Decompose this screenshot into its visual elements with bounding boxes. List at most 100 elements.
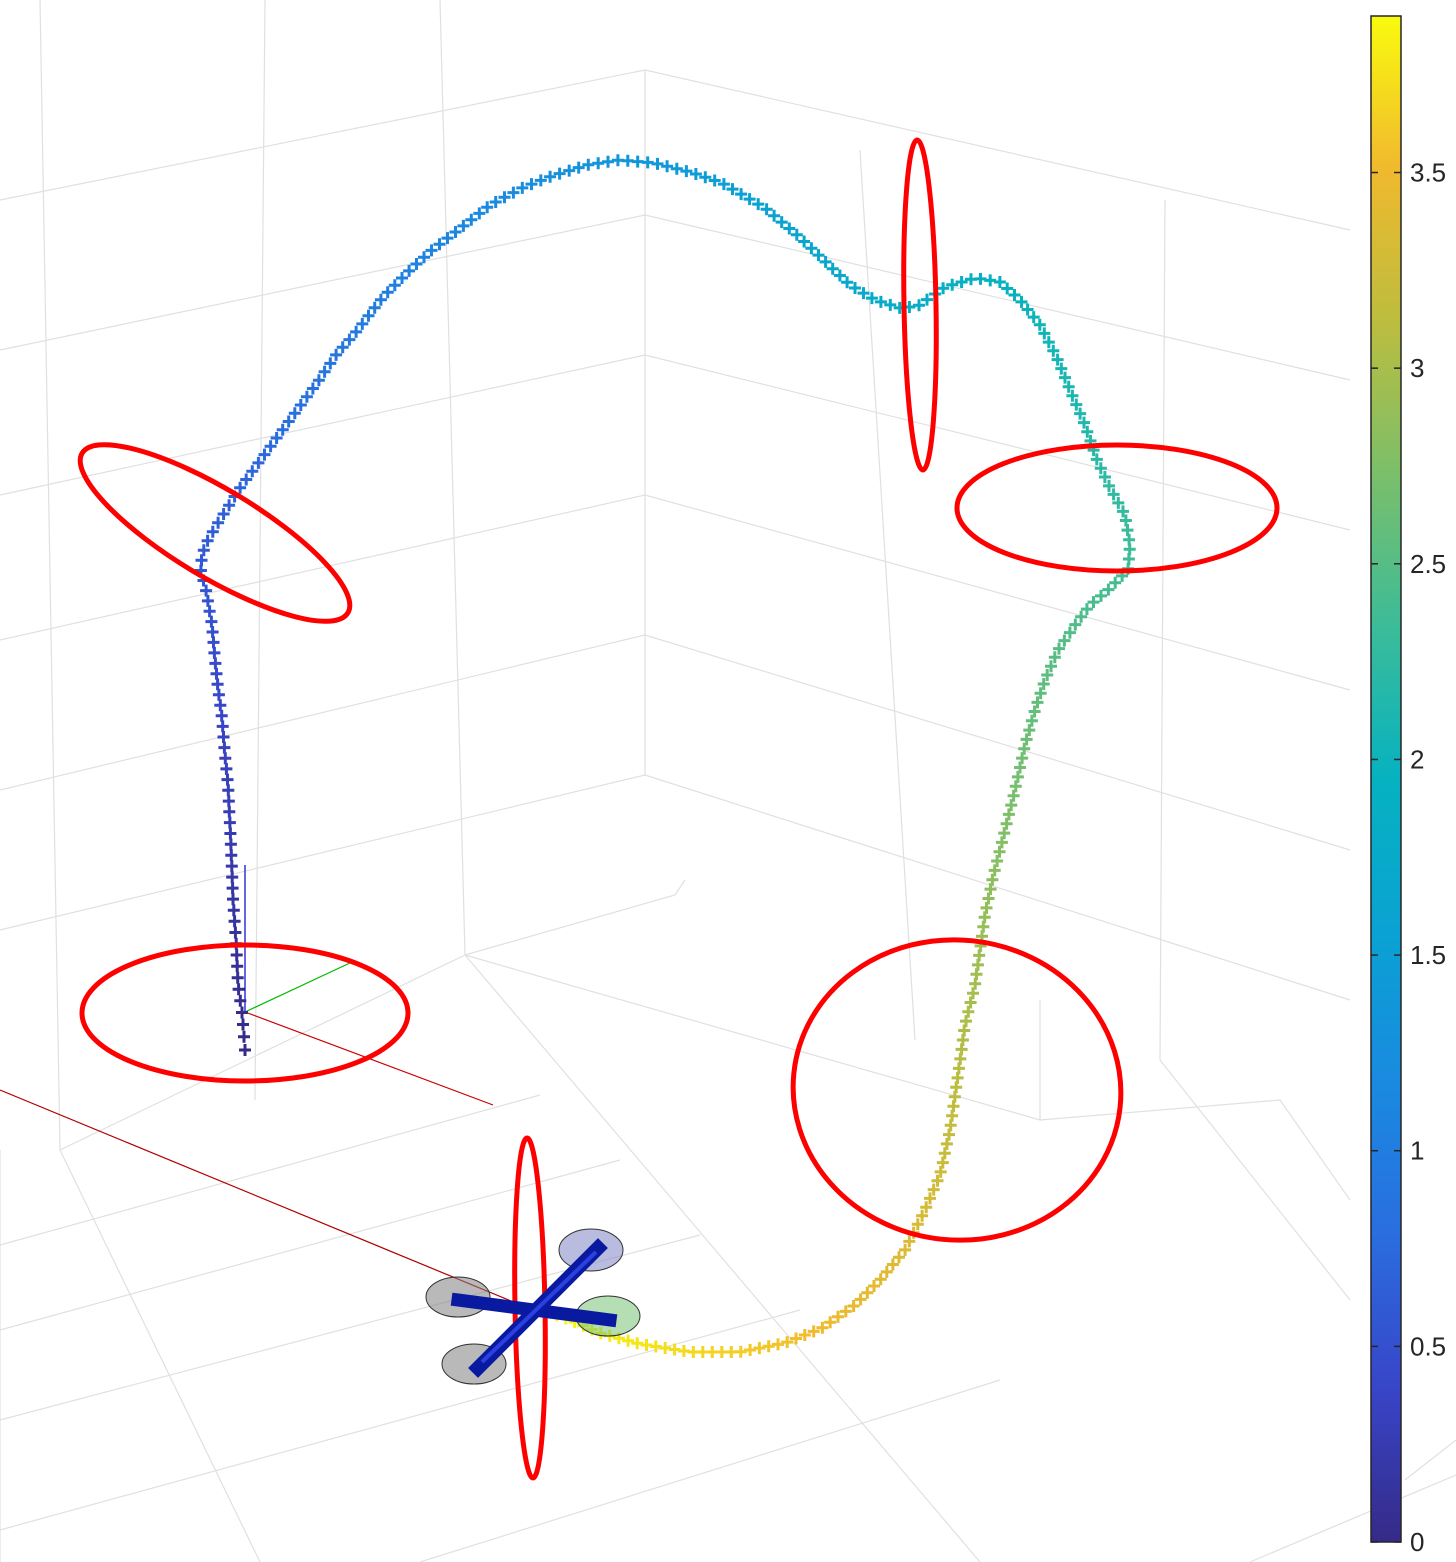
- trajectory-marker: [206, 525, 219, 538]
- trajectory-marker: [781, 1336, 794, 1349]
- trajectory-marker: [916, 1209, 929, 1222]
- gate-1: [79, 942, 411, 1084]
- trajectory-marker: [1025, 714, 1038, 727]
- trajectory-marker: [768, 209, 781, 222]
- trajectory-marker: [708, 174, 721, 187]
- trajectory-marker: [670, 162, 683, 175]
- trajectory-marker: [874, 295, 887, 308]
- trajectory-marker: [798, 235, 811, 248]
- colorbar-tick-label: 0: [1410, 1527, 1424, 1557]
- trajectory-marker: [812, 249, 825, 262]
- trajectory-marker: [227, 893, 239, 906]
- trajectory-marker: [441, 232, 454, 245]
- gate-4: [954, 442, 1280, 574]
- trajectory-marker: [288, 407, 301, 420]
- trajectory-marker: [318, 365, 331, 378]
- trajectory-marker: [726, 183, 739, 196]
- trajectory-marker: [1011, 770, 1024, 783]
- trajectory-marker: [854, 1293, 867, 1306]
- trajectory-marker: [1031, 696, 1044, 709]
- trajectory-marker: [772, 1338, 784, 1351]
- trajectory-marker: [226, 882, 239, 895]
- trajectory-marker: [991, 855, 1004, 867]
- trajectory-marker: [217, 731, 230, 743]
- trajectory-marker: [572, 161, 585, 174]
- trajectory-marker: [223, 499, 236, 512]
- trajectory-marker: [228, 915, 241, 928]
- trajectory-marker: [1080, 603, 1093, 616]
- trajectory-marker: [525, 178, 538, 191]
- trajectory-marker: [201, 594, 214, 607]
- trajectory-marker: [816, 1321, 829, 1334]
- trajectory-marker: [689, 168, 702, 180]
- trajectory-marker: [775, 216, 788, 229]
- trajectory-marker: [226, 871, 239, 884]
- trajectory-marker: [833, 269, 846, 282]
- trajectory-marker: [839, 1305, 852, 1318]
- trajectory-marker: [1027, 311, 1040, 324]
- trajectory-marker: [197, 544, 210, 557]
- trajectory-marker: [473, 207, 486, 220]
- trajectory-marker: [214, 699, 227, 712]
- trajectory-marker: [1047, 344, 1060, 357]
- trajectory-marker: [449, 226, 462, 238]
- trajectory-marker: [240, 473, 253, 486]
- trajectory-marker: [368, 301, 381, 314]
- trajectory-marker: [964, 996, 977, 1009]
- trajectory-marker: [886, 1258, 899, 1271]
- trajectory-marker: [849, 282, 861, 294]
- trajectory-marker: [212, 688, 225, 701]
- trajectory-marker: [457, 219, 470, 232]
- trajectory-marker: [955, 276, 968, 288]
- trajectory-marker: [832, 1310, 844, 1323]
- trajectory-marker: [210, 667, 223, 680]
- trajectory-marker: [984, 274, 997, 287]
- trajectory-marker: [236, 1006, 248, 1019]
- trajectory-marker: [980, 901, 993, 914]
- trajectory-marker: [258, 448, 271, 461]
- trajectory-marker: [1094, 462, 1107, 475]
- trajectory-marker: [312, 374, 325, 387]
- trajectory-marker: [410, 258, 423, 270]
- trajectory-marker: [1053, 642, 1065, 655]
- colorbar-tick-label: 1.5: [1410, 940, 1446, 970]
- trajectory-marker: [224, 827, 237, 840]
- trajectory-marker: [294, 399, 307, 411]
- trajectory-marker: [651, 157, 664, 170]
- colorbar-tick-label: 0.5: [1410, 1331, 1446, 1361]
- trajectory-marker: [1119, 514, 1132, 527]
- colorbar-tick-label: 3.5: [1410, 158, 1446, 188]
- trajectory-marker: [225, 849, 238, 862]
- trajectory-marker: [1023, 724, 1036, 737]
- quadrotor: [425, 1228, 641, 1385]
- trajectory-marker: [1087, 596, 1100, 609]
- trajectory-marker: [1018, 742, 1031, 755]
- trajectory-marker: [944, 1119, 957, 1132]
- trajectory-marker: [553, 167, 566, 180]
- trajectory-marker: [1005, 799, 1018, 812]
- trajectory-marker: [224, 838, 237, 851]
- trajectory-marker: [208, 646, 221, 659]
- trajectory-marker: [1102, 583, 1115, 596]
- trajectory-marker: [418, 251, 430, 264]
- colorbar-gradient: [1370, 15, 1402, 1543]
- trajectory-marker: [1037, 678, 1050, 690]
- trajectory-marker: [661, 160, 674, 173]
- world-axes: [0, 865, 546, 1316]
- trajectory-marker: [252, 456, 265, 469]
- colorbar-ticks: 0 0.5 1 1.5 2 2.5 3 3.5: [1371, 158, 1446, 1557]
- trajectory-marker: [222, 795, 235, 808]
- trajectory-marker: [899, 1243, 912, 1256]
- colorbar-tick-label: 2.5: [1410, 549, 1446, 579]
- trajectory-marker: [744, 1344, 757, 1356]
- trajectory-marker: [982, 892, 995, 905]
- trajectory-marker: [203, 605, 216, 618]
- trajectory-marker: [931, 1174, 944, 1187]
- trajectory-marker: [1001, 282, 1014, 295]
- trajectory-marker: [1121, 524, 1134, 537]
- colorbar-tick-label: 2: [1410, 744, 1424, 774]
- trajectory-marker: [824, 1316, 837, 1329]
- trajectory-marker: [481, 201, 494, 214]
